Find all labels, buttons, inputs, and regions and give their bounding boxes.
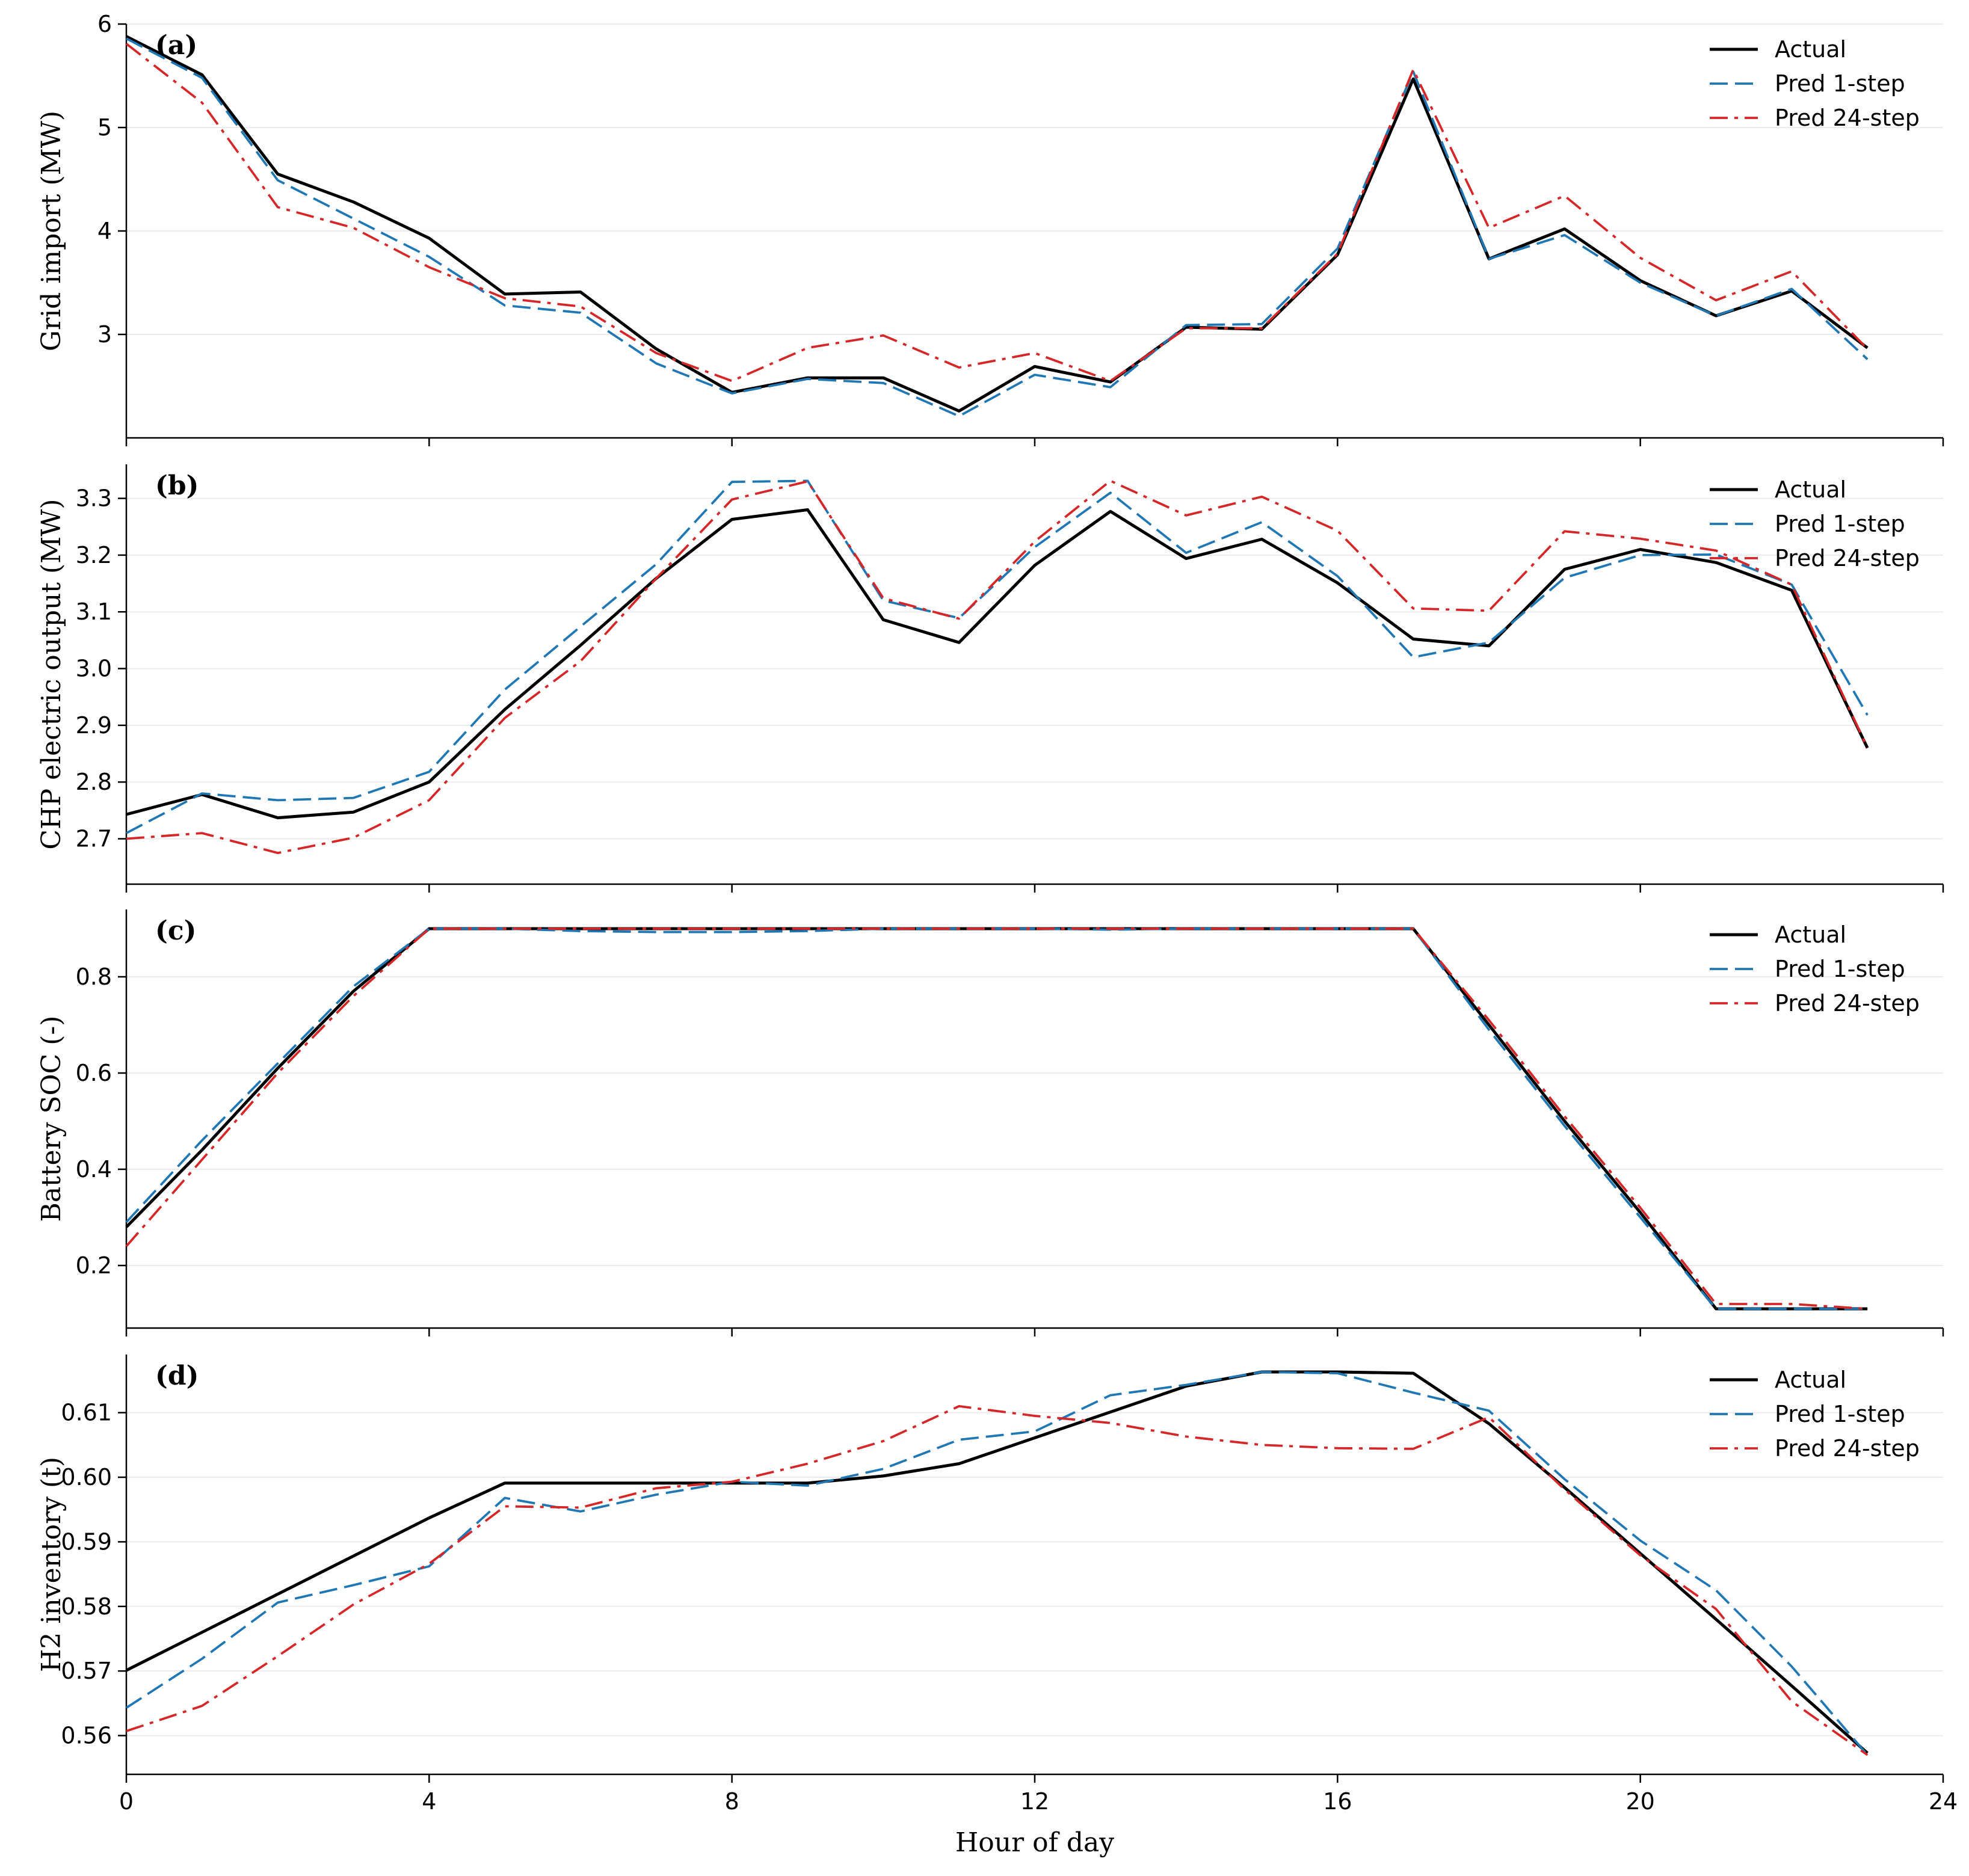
y-tick-label: 0.59: [61, 1528, 112, 1555]
x-axis-label: Hour of day: [955, 1827, 1114, 1858]
legend-label: Pred 24-step: [1775, 545, 1920, 571]
series-line-actual: [126, 508, 1869, 820]
y-tick-label: 0.8: [76, 964, 112, 990]
legend-label: Pred 24-step: [1775, 990, 1920, 1016]
legend-label: Actual: [1775, 36, 1846, 63]
legend-label: Actual: [1775, 476, 1846, 503]
series-line-actual: [125, 927, 1868, 1311]
series-line-pred-24-step: [125, 43, 1869, 383]
legend-label: Pred 1-step: [1775, 1401, 1905, 1427]
y-tick-label: 2.9: [76, 712, 112, 739]
y-tick-label: 0.60: [61, 1464, 112, 1490]
panel-4: 0.56 0.57 0.58 0.59 0.60 0.61 0 4 8 12 16 20 24 H2 in…: [36, 1355, 1958, 1858]
legend: Actual Pred 1-step Pred 24-step: [1710, 36, 1920, 131]
y-tick-label: 2.8: [76, 769, 112, 795]
panel-label: (c): [155, 915, 196, 946]
series-line-pred-24-step: [125, 927, 1868, 1310]
legend-label: Pred 24-step: [1775, 105, 1920, 131]
panel-3: 0.2 0.4 0.6 0.8 Battery SOC (-) (c) Actual Pred…: [36, 909, 1944, 1336]
x-tick-label: 0: [119, 1788, 134, 1815]
series-line-pred-24-step: [126, 1404, 1869, 1756]
legend-label: Actual: [1775, 921, 1846, 948]
x-tick-label: 8: [725, 1788, 739, 1815]
series-line-pred-24-step: [126, 479, 1869, 854]
x-tick-label: 16: [1323, 1788, 1352, 1815]
y-tick-label: 3.3: [76, 485, 112, 512]
series-line-pred-1-step: [126, 479, 1869, 834]
legend-label: Pred 24-step: [1775, 1435, 1920, 1462]
y-tick-label: 6: [97, 11, 112, 37]
x-tick-label: 12: [1020, 1788, 1049, 1815]
y-tick-label: 3.0: [76, 656, 112, 682]
y-tick-label: 4: [97, 218, 112, 244]
y-tick-label: 0.56: [61, 1723, 112, 1749]
legend: Actual Pred 1-step Pred 24-step: [1710, 476, 1920, 571]
y-tick-label: 0.57: [61, 1658, 112, 1684]
y-tick-label: 2.7: [76, 826, 112, 852]
y-tick-label: 0.2: [76, 1252, 112, 1279]
series-line-actual: [125, 1370, 1869, 1755]
y-tick-label: 0.4: [76, 1156, 112, 1182]
legend-label: Pred 1-step: [1775, 956, 1905, 982]
y-tick-label: 3: [97, 321, 112, 348]
legend-label: Pred 1-step: [1775, 70, 1905, 97]
series-line-pred-1-step: [125, 1371, 1869, 1756]
y-axis-label: Battery SOC (-): [36, 1016, 67, 1222]
series-line-actual: [125, 35, 1869, 413]
legend: Actual Pred 1-step Pred 24-step: [1710, 1367, 1920, 1462]
y-tick-label: 0.6: [76, 1060, 112, 1086]
panel-2: 2.7 2.8 2.9 3.0 3.1 3.2 3.3 CHP electric output…: [36, 464, 1944, 893]
legend: Actual Pred 1-step Pred 24-step: [1710, 921, 1920, 1016]
x-tick-label: 20: [1625, 1788, 1654, 1815]
y-tick-label: 3.2: [76, 542, 112, 568]
y-tick-label: 3.1: [76, 598, 112, 625]
y-axis-label: Grid import (MW): [36, 111, 67, 351]
panel-label: (d): [155, 1361, 199, 1391]
series-line-pred-1-step: [126, 37, 1869, 417]
y-axis-label: CHP electric output (MW): [36, 499, 67, 849]
legend-label: Pred 1-step: [1775, 511, 1905, 537]
legend-label: Actual: [1775, 1367, 1846, 1393]
x-tick-label: 24: [1929, 1788, 1958, 1815]
panel-label: (b): [155, 470, 199, 501]
y-tick-label: 0.58: [61, 1593, 112, 1620]
y-tick-label: 0.61: [61, 1400, 112, 1426]
series-line-pred-1-step: [125, 927, 1868, 1310]
y-axis-label: H2 inventory (t): [36, 1457, 67, 1672]
y-tick-label: 5: [97, 114, 112, 141]
x-tick-label: 4: [422, 1788, 436, 1815]
